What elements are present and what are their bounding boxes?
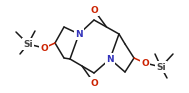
Text: O: O xyxy=(40,44,48,53)
Text: O: O xyxy=(90,78,98,88)
Text: N: N xyxy=(106,54,114,64)
Text: N: N xyxy=(75,29,83,39)
Text: O: O xyxy=(90,5,98,15)
Text: Si: Si xyxy=(23,40,33,49)
Text: O: O xyxy=(141,58,149,68)
Text: Si: Si xyxy=(156,62,166,72)
